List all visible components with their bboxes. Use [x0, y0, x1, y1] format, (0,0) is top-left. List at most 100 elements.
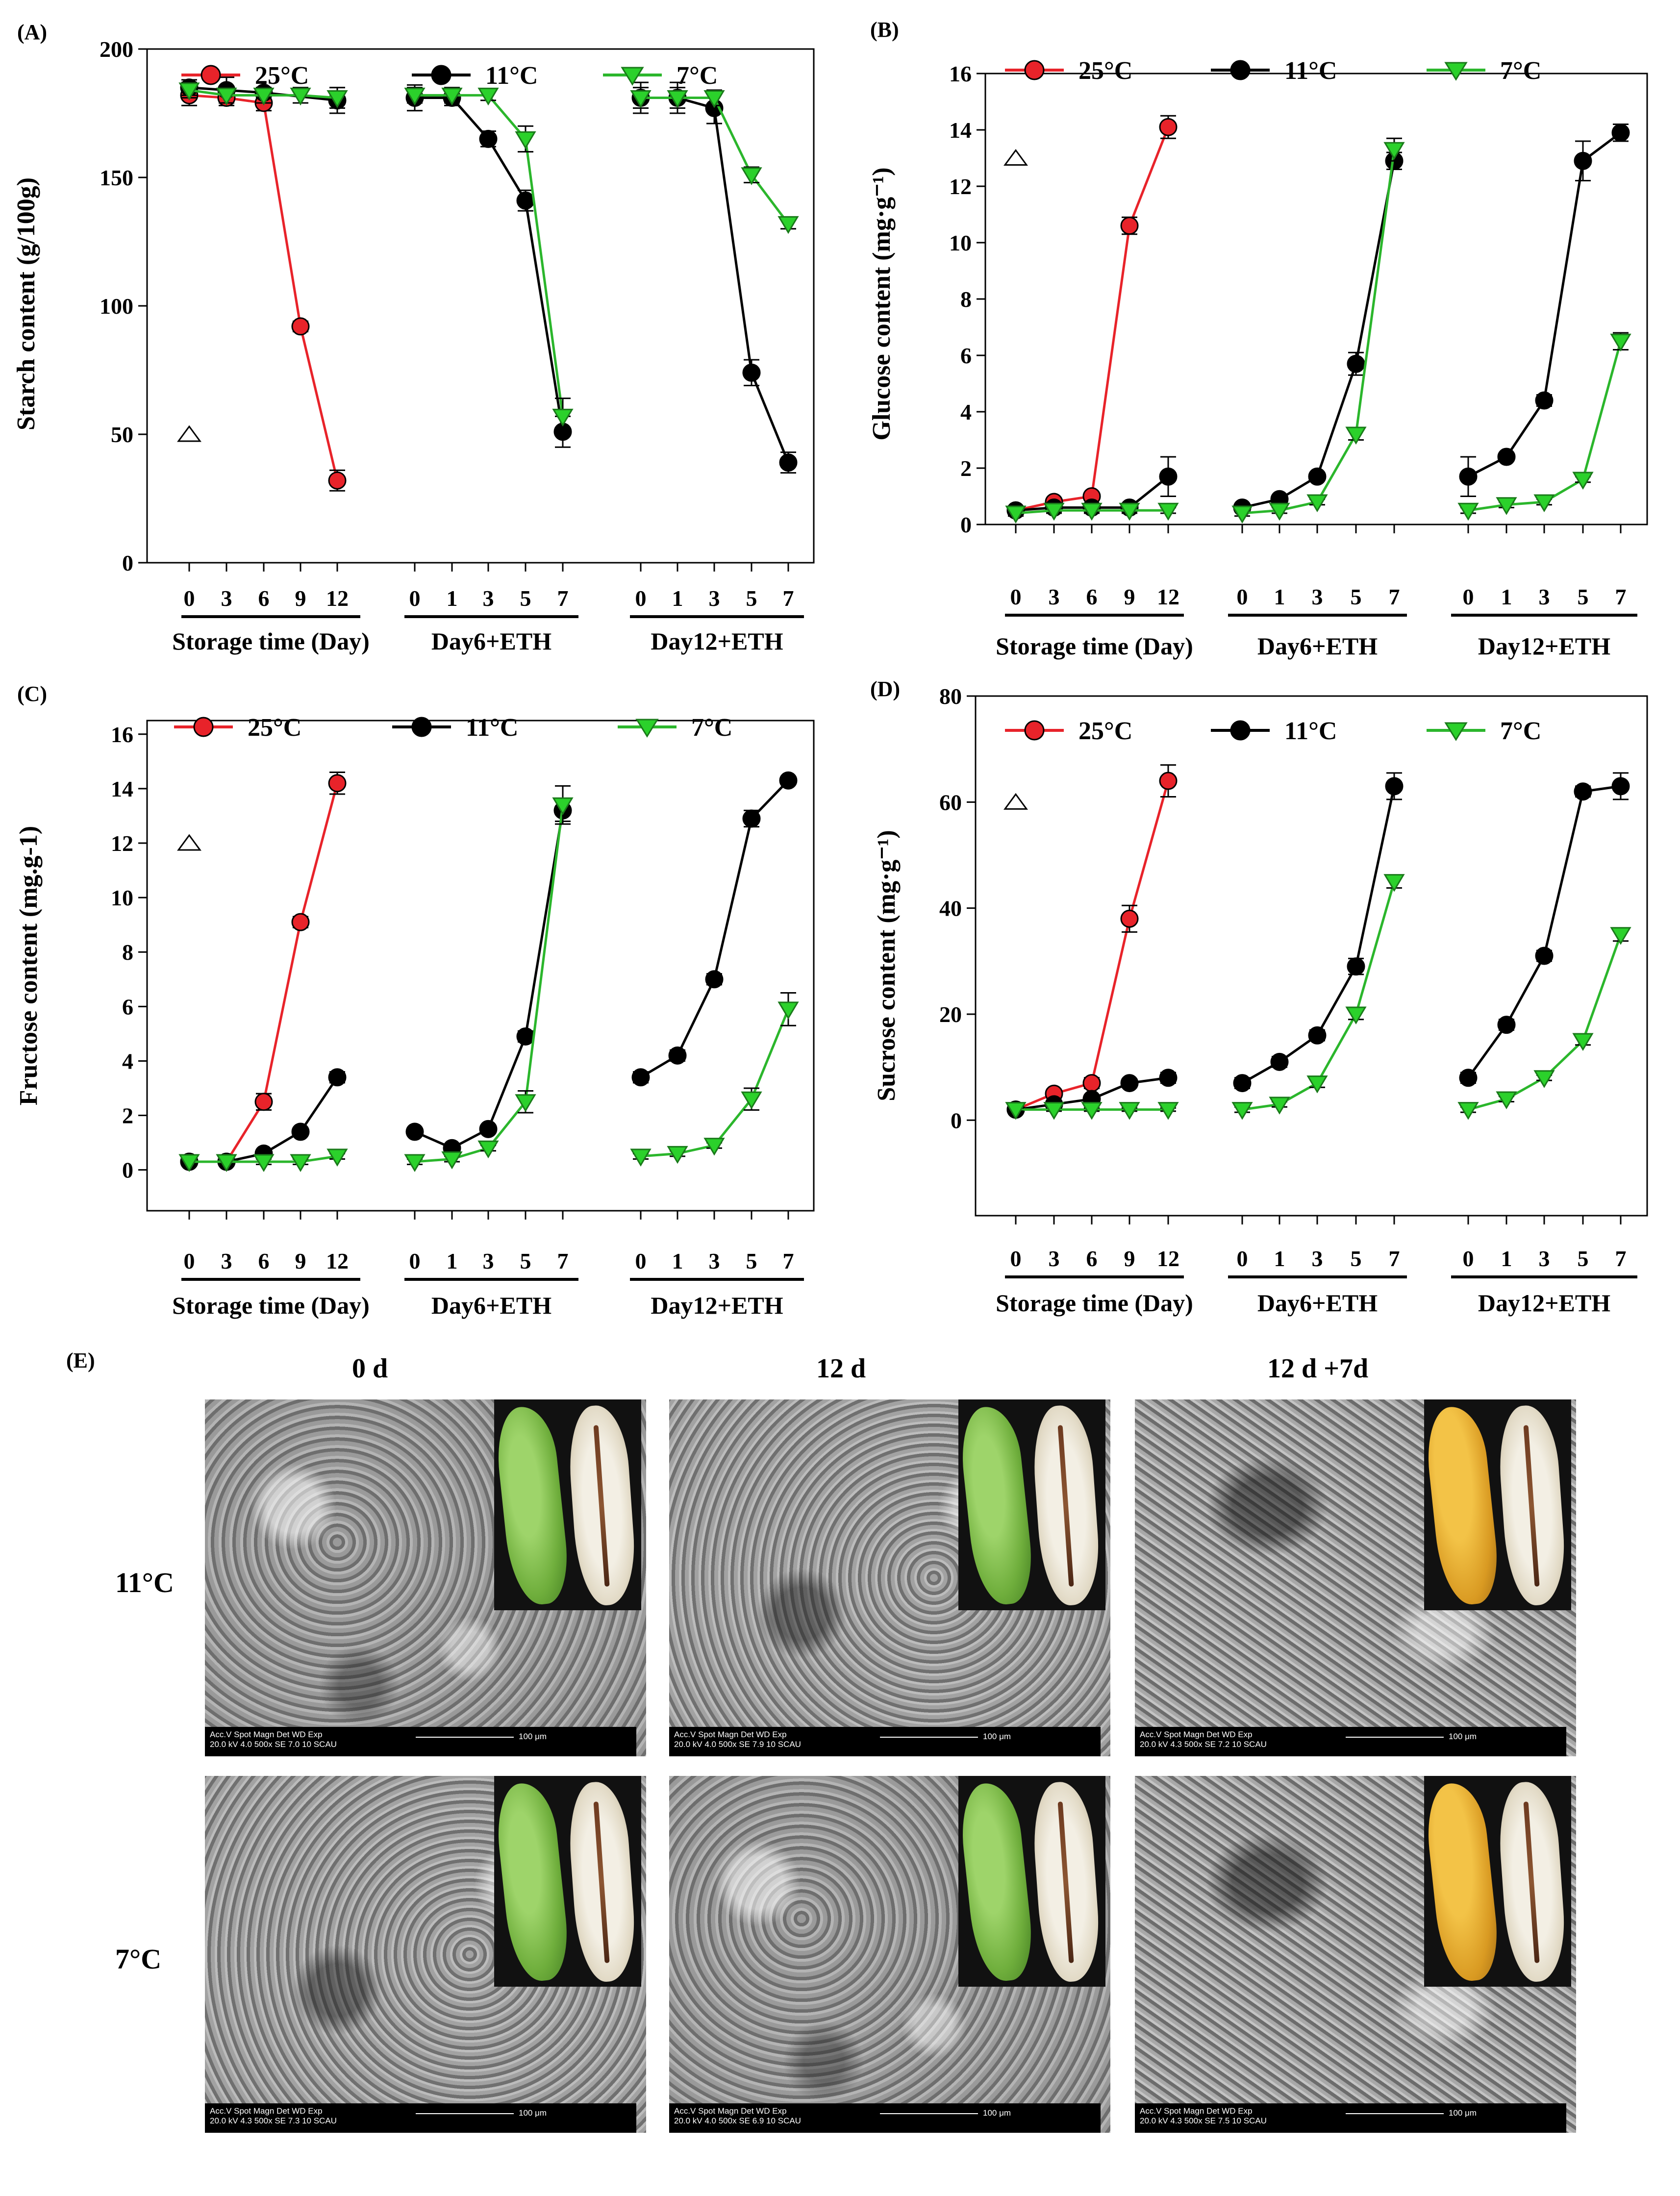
- series-line-0: [189, 94, 339, 481]
- data-point-2: [703, 90, 725, 108]
- x-tick-label: 6: [258, 1248, 270, 1273]
- y-axis-label: Starch content (g/100g): [12, 177, 40, 430]
- sem-figure: (E) 0 d 12 d 12 d +7d 11°C Acc.V Spot Magn D…: [0, 1343, 1680, 2196]
- data-point-1: [516, 1027, 535, 1046]
- data-point-2: [404, 87, 426, 106]
- data-point-0: [291, 913, 310, 931]
- x-tick-label: 3: [709, 586, 720, 611]
- legend-marker: [1024, 60, 1045, 80]
- sem-micrograph: Acc.V Spot Magn Det WD Exp 20.0 kV 4.0 50…: [669, 1399, 1110, 1756]
- y-tick-label: 60: [939, 790, 962, 815]
- x-tick-label: 1: [672, 586, 683, 611]
- series-line-0: [1015, 126, 1170, 512]
- data-point-2: [1383, 142, 1405, 160]
- legend-marker: [193, 717, 214, 737]
- x-tick-label: 0: [1010, 584, 1022, 609]
- legend-marker: [1444, 62, 1468, 81]
- data-point-2: [290, 1154, 311, 1172]
- data-point-2: [1306, 1075, 1328, 1094]
- data-point-1: [1535, 947, 1554, 965]
- x-tick-label: 9: [295, 586, 306, 611]
- data-point-0: [1082, 1074, 1101, 1093]
- legend-label: 11°C: [466, 714, 518, 742]
- data-point-2: [1572, 472, 1594, 490]
- banana-photo-inset: [958, 1399, 1105, 1610]
- x-tick-label: 3: [483, 1248, 494, 1273]
- data-point-2: [1081, 502, 1103, 521]
- sem-info-line: 20.0 kV 4.0 500x SE 6.9 10 SCAU: [674, 2116, 801, 2125]
- x-tick-label: 5: [746, 1248, 757, 1273]
- banana-photo-inset: [1424, 1399, 1571, 1610]
- series-line-2: [1242, 149, 1396, 515]
- series-line-1: [641, 97, 790, 463]
- data-point-1: [405, 1123, 424, 1141]
- y-tick-label: 16: [949, 61, 972, 86]
- scale-label: 100 μm: [1449, 2108, 1477, 2118]
- data-point-0: [1159, 118, 1178, 136]
- data-point-2: [630, 1148, 652, 1167]
- x-tick-label: 3: [1539, 1246, 1550, 1271]
- sem-column-title: 12 d +7d: [1267, 1353, 1369, 1384]
- data-point-2: [777, 216, 799, 234]
- panel-letter: (D): [870, 677, 900, 701]
- series-line-0: [1015, 780, 1170, 1111]
- x-tick-label: 7: [1615, 584, 1627, 609]
- y-tick-label: 6: [122, 994, 133, 1019]
- data-point-2: [1043, 502, 1065, 521]
- data-point-2: [703, 1138, 725, 1156]
- x-tick-label: 7: [1615, 1246, 1627, 1271]
- data-point-2: [667, 1146, 688, 1164]
- data-point-2: [667, 90, 688, 108]
- x-tick-label: 0: [1463, 1246, 1474, 1271]
- scale-bar: [1346, 1737, 1444, 1738]
- x-tick-label: 12: [1157, 1246, 1179, 1271]
- y-tick-label: 100: [100, 294, 133, 319]
- scale-bar: [416, 1737, 514, 1738]
- data-point-2: [630, 90, 652, 108]
- banana-pulp-section: [1029, 1780, 1103, 1984]
- plot-frame: [984, 73, 1648, 525]
- reference-triangle-marker: [177, 425, 201, 442]
- x-tick-label: 0: [1237, 1246, 1248, 1271]
- legend-label: 25°C: [1078, 717, 1132, 745]
- x-tick-label: 7: [783, 586, 794, 611]
- legend-marker: [1230, 60, 1251, 80]
- x-tick-label: 7: [1389, 1246, 1400, 1271]
- sem-info-line: Acc.V Spot Magn Det WD Exp: [674, 2106, 787, 2116]
- x-tick-label: 3: [1539, 584, 1550, 609]
- x-tick-label: 12: [326, 586, 349, 611]
- data-point-2: [477, 87, 499, 106]
- y-tick-label: 150: [100, 165, 133, 190]
- series-line-1: [640, 779, 789, 1078]
- data-point-2: [1345, 426, 1367, 445]
- data-point-2: [441, 1151, 463, 1170]
- data-point-2: [326, 90, 348, 108]
- y-tick-label: 0: [951, 1108, 962, 1133]
- data-point-2: [1081, 1102, 1103, 1120]
- x-tick-label: 0: [409, 586, 421, 611]
- data-point-2: [1533, 494, 1555, 512]
- x-tick-label: 5: [1351, 1246, 1362, 1271]
- banana-peel: [958, 1403, 1036, 1608]
- x-tick-label: 6: [1086, 584, 1098, 609]
- data-point-2: [1005, 1102, 1027, 1120]
- data-point-1: [1385, 777, 1404, 796]
- data-point-1: [668, 1046, 687, 1065]
- data-point-1: [1497, 1016, 1516, 1034]
- y-tick-label: 8: [122, 940, 133, 965]
- y-tick-label: 2: [960, 456, 972, 481]
- sem-info-line: 20.0 kV 4.3 500x SE 7.5 10 SCAU: [1140, 2116, 1267, 2125]
- group-label: Day12+ETH: [651, 1292, 783, 1319]
- panel-letter: (B): [870, 18, 899, 42]
- y-tick-label: 8: [960, 287, 972, 312]
- data-point-1: [1459, 1069, 1478, 1087]
- data-point-1: [479, 129, 498, 148]
- x-tick-label: 3: [1312, 584, 1323, 609]
- sem-row-label: 7°C: [115, 1943, 162, 1975]
- x-tick-label: 3: [1312, 1246, 1323, 1271]
- plot-frame: [975, 695, 1648, 1217]
- banana-peel: [1424, 1780, 1502, 1984]
- sem-info-line: Acc.V Spot Magn Det WD Exp: [210, 2106, 323, 2116]
